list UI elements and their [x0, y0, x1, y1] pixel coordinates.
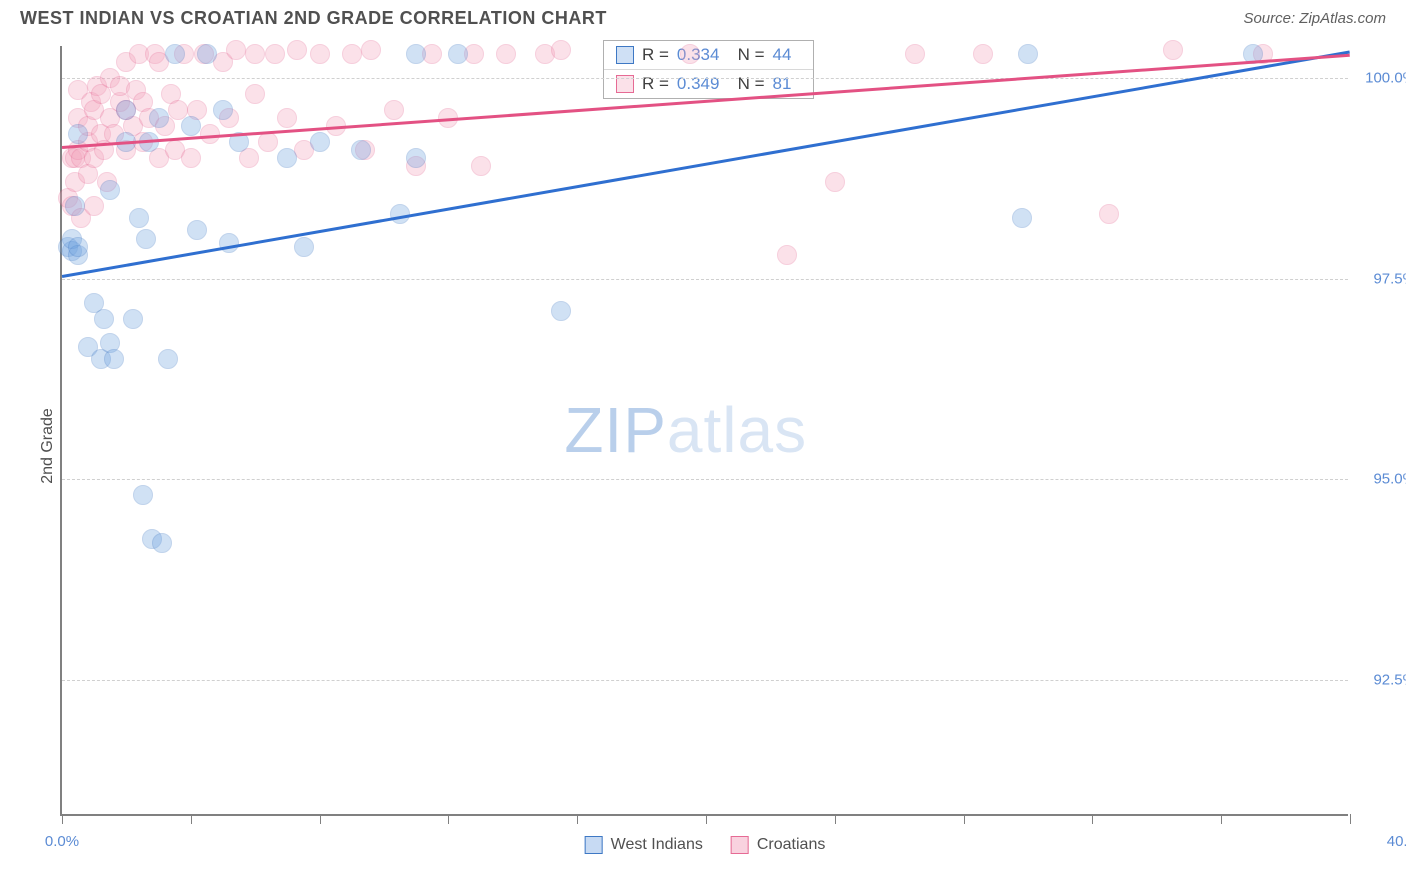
data-point — [245, 44, 265, 64]
data-point — [351, 140, 371, 160]
x-tick — [706, 814, 707, 824]
x-tick — [62, 814, 63, 824]
data-point — [104, 349, 124, 369]
gridline-h — [62, 680, 1348, 681]
data-point — [905, 44, 925, 64]
data-point — [258, 132, 278, 152]
data-point — [94, 309, 114, 329]
gridline-h — [62, 479, 1348, 480]
data-point — [406, 44, 426, 64]
data-point — [973, 44, 993, 64]
data-point — [245, 84, 265, 104]
data-point — [310, 132, 330, 152]
bottom-legend: West Indians Croatians — [585, 836, 826, 854]
data-point — [68, 237, 88, 257]
data-point — [149, 108, 169, 128]
data-point — [277, 148, 297, 168]
stats-r-label: R = — [642, 74, 669, 94]
stats-row: R = 0.349 N = 81 — [604, 70, 813, 98]
stats-n-value: 44 — [773, 45, 801, 65]
data-point — [165, 44, 185, 64]
x-tick — [835, 814, 836, 824]
x-tick — [577, 814, 578, 824]
data-point — [825, 172, 845, 192]
legend-item: Croatians — [731, 836, 825, 854]
data-point — [496, 44, 516, 64]
legend-label: Croatians — [757, 836, 825, 854]
data-point — [136, 229, 156, 249]
data-point — [181, 148, 201, 168]
source-label: Source: ZipAtlas.com — [1243, 10, 1386, 27]
data-point — [158, 349, 178, 369]
x-tick-label: 0.0% — [45, 833, 79, 850]
data-point — [361, 40, 381, 60]
data-point — [384, 100, 404, 120]
data-point — [551, 301, 571, 321]
data-point — [123, 309, 143, 329]
data-point — [213, 100, 233, 120]
chart-plot-area: ZIPatlas R =0.334 N =44R =0.349 N =81 We… — [60, 46, 1348, 816]
data-point — [116, 100, 136, 120]
data-point — [187, 220, 207, 240]
data-point — [342, 44, 362, 64]
x-tick — [1092, 814, 1093, 824]
data-point — [471, 156, 491, 176]
data-point — [1099, 204, 1119, 224]
y-tick-label: 100.0% — [1365, 70, 1406, 87]
data-point — [680, 44, 700, 64]
legend-item: West Indians — [585, 836, 703, 854]
legend-swatch — [585, 836, 603, 854]
data-point — [129, 208, 149, 228]
legend-swatch — [731, 836, 749, 854]
chart-title: WEST INDIAN VS CROATIAN 2ND GRADE CORREL… — [20, 8, 607, 29]
data-point — [406, 148, 426, 168]
data-point — [310, 44, 330, 64]
watermark-atlas: atlas — [667, 394, 807, 466]
data-point — [277, 108, 297, 128]
stats-swatch — [616, 46, 634, 64]
y-axis-label: 2nd Grade — [39, 408, 57, 484]
x-tick — [1350, 814, 1351, 824]
gridline-h — [62, 279, 1348, 280]
x-tick — [1221, 814, 1222, 824]
data-point — [265, 44, 285, 64]
data-point — [1018, 44, 1038, 64]
data-point — [197, 44, 217, 64]
stats-n-label: N = — [733, 45, 765, 65]
stats-legend-box: R =0.334 N =44R =0.349 N =81 — [603, 40, 814, 99]
stats-n-value: 81 — [773, 74, 801, 94]
x-tick-label: 40.0% — [1387, 833, 1406, 850]
data-point — [181, 116, 201, 136]
x-tick — [448, 814, 449, 824]
data-point — [84, 196, 104, 216]
data-point — [294, 237, 314, 257]
data-point — [133, 485, 153, 505]
y-tick-label: 97.5% — [1373, 270, 1406, 287]
stats-r-label: R = — [642, 45, 669, 65]
data-point — [152, 533, 172, 553]
data-point — [68, 124, 88, 144]
y-tick-label: 92.5% — [1373, 671, 1406, 688]
gridline-h — [62, 78, 1348, 79]
x-tick — [964, 814, 965, 824]
data-point — [448, 44, 468, 64]
data-point — [100, 180, 120, 200]
stats-r-value: 0.349 — [677, 74, 725, 94]
stats-n-label: N = — [733, 74, 765, 94]
data-point — [65, 196, 85, 216]
data-point — [777, 245, 797, 265]
y-tick-label: 95.0% — [1373, 471, 1406, 488]
legend-label: West Indians — [611, 836, 703, 854]
data-point — [226, 40, 246, 60]
data-point — [551, 40, 571, 60]
x-tick — [191, 814, 192, 824]
data-point — [287, 40, 307, 60]
data-point — [1163, 40, 1183, 60]
watermark: ZIPatlas — [564, 393, 807, 467]
data-point — [1012, 208, 1032, 228]
watermark-zip: ZIP — [564, 394, 667, 466]
x-tick — [320, 814, 321, 824]
stats-row: R =0.334 N =44 — [604, 41, 813, 70]
